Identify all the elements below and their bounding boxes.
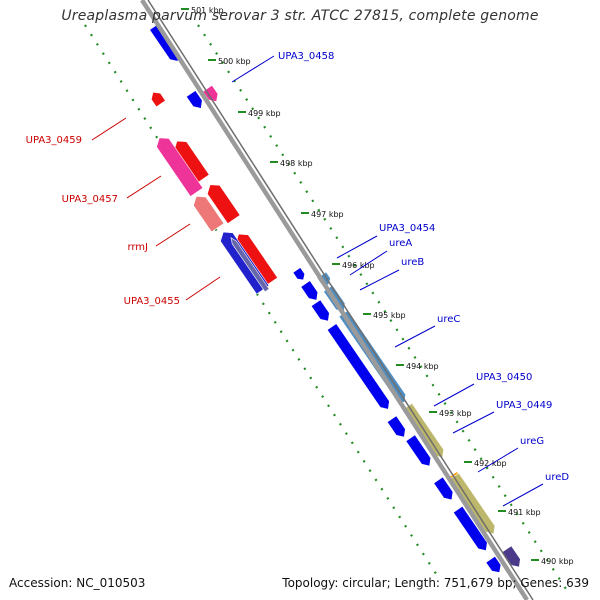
tick-label: 497 kbp — [311, 210, 344, 219]
map-title: Ureaplasma parvum serovar 3 str. ATCC 27… — [61, 8, 539, 24]
gene-arrow — [207, 184, 241, 224]
gene-arrow — [405, 434, 432, 467]
backbone-line-inner — [147, 0, 534, 600]
gene-arrow — [156, 137, 204, 197]
gene-label: ureD — [545, 472, 569, 483]
gene-label-leader — [433, 383, 475, 407]
gene-arrow — [326, 323, 390, 410]
gene-label-leader — [359, 269, 400, 291]
gene-arrow — [452, 505, 488, 551]
tick-label: 498 kbp — [280, 159, 313, 168]
tick-label: 501 kbp — [191, 6, 224, 15]
tick-label: 499 kbp — [248, 109, 281, 118]
gene-label: UPA3_0450 — [476, 372, 532, 383]
gene-label: UPA3_0459 — [26, 135, 82, 146]
gene-arrow — [433, 476, 454, 501]
gene-arrow — [300, 280, 319, 301]
gene-label-leader — [477, 447, 519, 473]
gene-label-leader — [502, 483, 544, 507]
gene-arrow — [386, 415, 406, 438]
gene-label: ureB — [401, 257, 424, 268]
gene-label: ureG — [520, 436, 544, 447]
gene-label: UPA3_0449 — [496, 400, 552, 411]
accession-text: Accession: NC_010503 — [9, 576, 146, 590]
gene-label-leader — [452, 411, 495, 434]
gene-arrow — [193, 196, 225, 233]
gene-label: UPA3_0457 — [62, 194, 118, 205]
gene-label-leader — [349, 250, 388, 276]
backbone-line — [140, 0, 529, 600]
tick-label: 493 kbp — [439, 409, 472, 418]
tick-label: 500 kbp — [218, 57, 251, 66]
tick-label: 492 kbp — [474, 459, 507, 468]
gene-arrow — [501, 545, 521, 568]
gene-arrow — [292, 267, 306, 281]
tick-label: 495 kbp — [373, 311, 406, 320]
gene-label-leader — [91, 117, 127, 141]
gene-label: rrmJ — [127, 242, 148, 253]
gene-label: UPA3_0455 — [124, 296, 180, 307]
gene-label: UPA3_0458 — [278, 51, 334, 62]
gene-label-leader — [394, 325, 436, 348]
gene-label-leader — [231, 55, 275, 83]
gene-arrow — [230, 236, 270, 293]
gene-label-leader — [126, 175, 162, 199]
gene-arrow — [310, 299, 330, 322]
gene-arrow — [185, 90, 203, 109]
gene-arrow — [485, 555, 502, 573]
tick-label: 496 kbp — [342, 261, 375, 270]
gene-label: ureA — [389, 238, 412, 249]
gene-label: UPA3_0454 — [379, 223, 435, 234]
tick-label: 490 kbp — [541, 557, 574, 566]
topology-text: Topology: circular; Length: 751,679 bp; … — [282, 576, 589, 590]
tick-label: 491 kbp — [508, 508, 541, 517]
gene-label-leader — [336, 235, 378, 259]
gene-label-leader — [155, 223, 191, 247]
gene-label-leader — [185, 276, 221, 301]
gene-label: ureC — [437, 314, 460, 325]
gene-arrow — [150, 91, 166, 108]
tick-label: 494 kbp — [406, 362, 439, 371]
